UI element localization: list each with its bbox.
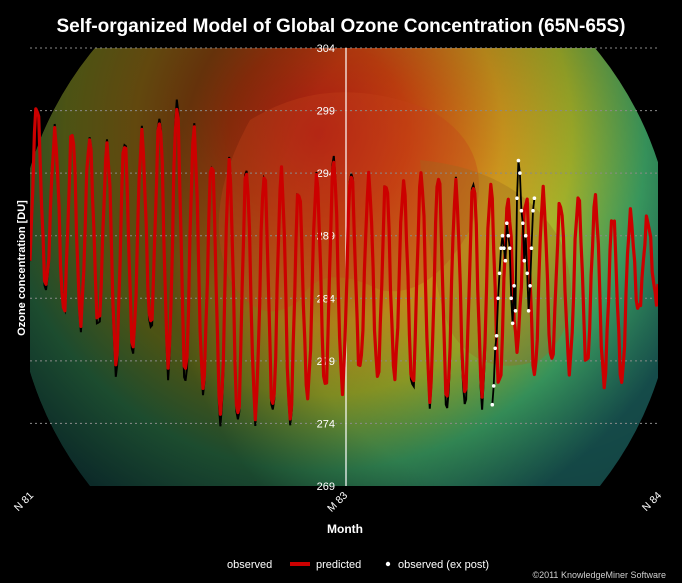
expost-point [515, 196, 519, 200]
expost-point [513, 309, 518, 313]
y-tick-label: 269 [317, 481, 335, 493]
y-tick-label: 274 [317, 418, 335, 430]
expost-point [509, 296, 513, 301]
legend-label-predicted: predicted [316, 559, 361, 571]
legend: observed predicted observed (ex post) [202, 559, 489, 571]
expost-point [499, 246, 503, 250]
x-tick-labels: N 81M 83N 84M 86N 87M 89N 90M 92N 93M 95… [12, 490, 664, 515]
chart-title: Self-organized Model of Global Ozone Con… [57, 16, 626, 37]
expost-point [503, 258, 508, 263]
expost-point [522, 258, 527, 263]
expost-point [490, 402, 495, 407]
expost-point [507, 246, 512, 250]
y-axis-label: Ozone concentration [DU] [16, 200, 28, 336]
expost-point [512, 284, 516, 288]
legend-swatch-expost [385, 561, 391, 567]
expost-point [523, 233, 528, 238]
legend-label-observed: observed [227, 559, 272, 571]
expost-point [493, 346, 498, 351]
y-tick-label: 294 [317, 168, 335, 180]
expost-point [505, 221, 509, 225]
x-axis-label: Month [327, 522, 363, 536]
x-tick-label: M 83 [325, 490, 350, 515]
expost-point [496, 296, 500, 301]
y-tick-label: 304 [317, 43, 335, 55]
expost-point [500, 233, 505, 238]
expost-point [497, 271, 502, 276]
expost-point [532, 196, 537, 200]
expost-point [516, 158, 521, 163]
series-line-predicted [30, 107, 658, 422]
y-tick-label: 299 [317, 106, 335, 118]
legend-label-expost: observed (ex post) [398, 559, 489, 571]
expost-point [506, 233, 511, 238]
expost-point [528, 284, 532, 288]
expost-point [519, 208, 524, 213]
series-points-expost [490, 158, 537, 407]
expost-point [531, 208, 535, 213]
copyright-text: ©2011 KnowledgeMiner Software [532, 570, 666, 580]
expost-point [526, 309, 531, 313]
y-tick-label: 284 [317, 293, 335, 305]
expost-point [502, 246, 506, 250]
expost-point [529, 246, 534, 250]
x-tick-label: N 81 [12, 490, 36, 514]
x-tick-label: N 84 [640, 490, 664, 514]
expost-point [521, 221, 525, 225]
expost-point [491, 384, 496, 388]
expost-point [525, 271, 529, 276]
expost-point [494, 334, 499, 338]
series-line-expost [491, 160, 536, 405]
expost-point [518, 171, 522, 175]
expost-point [510, 321, 515, 326]
